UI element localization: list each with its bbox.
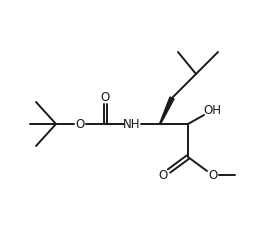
Text: O: O <box>100 91 110 104</box>
Text: O: O <box>158 169 168 182</box>
Polygon shape <box>159 98 174 125</box>
Text: O: O <box>76 118 85 131</box>
Text: NH: NH <box>123 118 141 131</box>
Text: O: O <box>208 169 218 182</box>
Text: OH: OH <box>203 104 221 117</box>
